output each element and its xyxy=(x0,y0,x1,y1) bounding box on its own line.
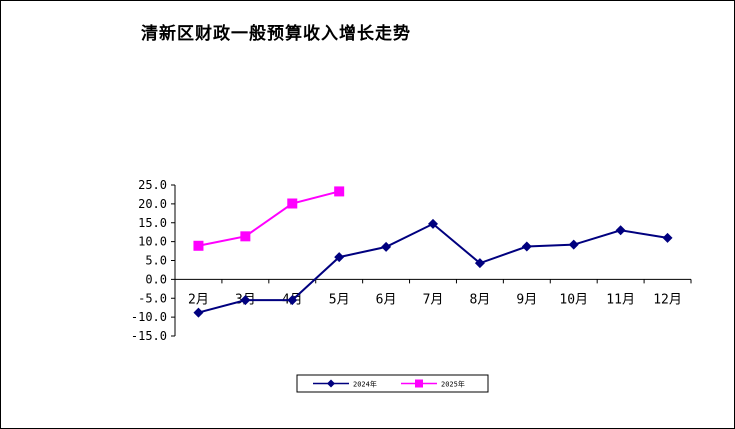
x-tick-label: 6月 xyxy=(376,292,397,307)
legend-marker-1 xyxy=(415,379,423,388)
y-tick-label: 25.0 xyxy=(138,178,167,192)
series-point-1 xyxy=(240,231,251,242)
series-point-1 xyxy=(193,240,204,251)
legend-box xyxy=(296,374,489,393)
series-point-0 xyxy=(474,258,485,269)
series-point-0 xyxy=(521,241,532,252)
series-point-0 xyxy=(334,252,345,263)
x-tick-label: 8月 xyxy=(469,292,490,307)
y-tick-label: 15.0 xyxy=(138,216,167,230)
y-tick-label: 5.0 xyxy=(145,254,167,268)
series-point-0 xyxy=(381,241,392,252)
chart-title: 清新区财政一般预算收入增长走势 xyxy=(141,24,411,44)
legend-label-1: 2025年 xyxy=(441,380,465,389)
x-tick-label: 11月 xyxy=(606,292,635,307)
series-point-0 xyxy=(568,239,579,250)
y-tick-label: -10.0 xyxy=(131,310,167,324)
y-tick-label: -5.0 xyxy=(138,291,167,305)
x-tick-label: 5月 xyxy=(329,292,350,307)
series-point-0 xyxy=(615,225,626,236)
x-tick-label: 9月 xyxy=(516,292,537,307)
series-point-1 xyxy=(287,198,298,209)
legend-label-0: 2024年 xyxy=(353,380,377,389)
series-point-0 xyxy=(662,232,673,243)
series-line-1 xyxy=(198,190,340,247)
series-point-0 xyxy=(193,307,204,318)
x-tick-label: 7月 xyxy=(423,292,444,307)
series-point-0 xyxy=(240,295,251,306)
x-tick-label: 12月 xyxy=(653,292,682,307)
legend-marker-0 xyxy=(327,379,335,388)
y-tick-label: 10.0 xyxy=(138,235,167,249)
series-point-0 xyxy=(428,218,438,229)
x-tick-label: 2月 xyxy=(188,292,209,307)
series-point-1 xyxy=(334,186,345,197)
series-point-0 xyxy=(287,295,298,306)
y-tick-label: 20.0 xyxy=(138,197,167,211)
y-tick-label: -15.0 xyxy=(131,329,167,343)
y-tick-label: 0.0 xyxy=(145,272,167,286)
x-tick-label: 10月 xyxy=(559,292,588,307)
